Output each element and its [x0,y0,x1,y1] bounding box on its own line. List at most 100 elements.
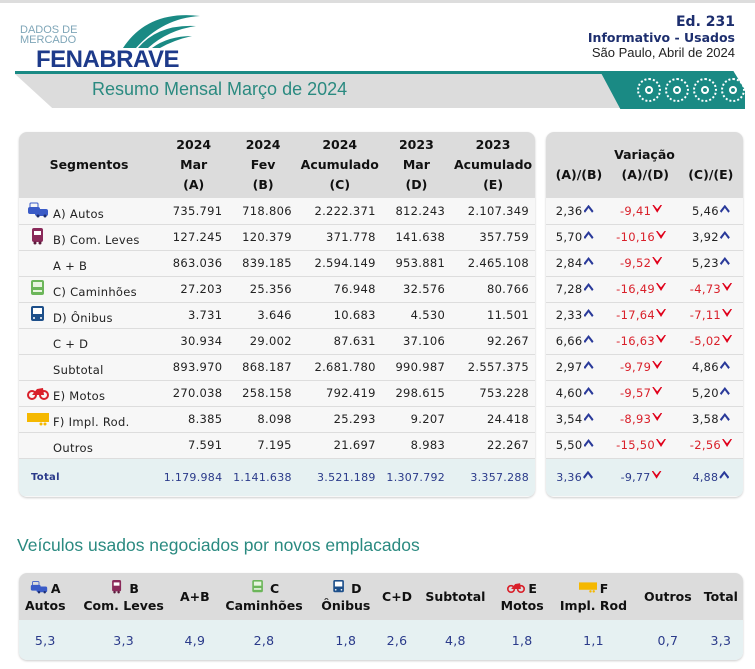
total-value: 3.357.288 [451,458,535,496]
ratio-column-header: E Motos [494,573,550,620]
variation-value: -17,64 [616,308,656,322]
ratio-column-header: Subtotal [416,573,495,620]
header-line: Mar [402,157,430,172]
arrow-down-icon [656,335,667,343]
header-code: Outros [643,589,692,604]
table-row: 5,50 -15,50 -2,56 [546,432,743,459]
segment-label: A) Autos [53,206,105,221]
ratio-value: 1,1 [550,620,637,660]
arrow-down-icon [651,470,662,479]
variation-value: 4,88 [692,470,719,484]
value-cell: 893.970 [159,354,229,381]
segment-cell: Outros [19,432,159,459]
value-cell: 792.419 [297,380,382,407]
arrow-up-icon [583,257,594,265]
value-cell: 8.983 [381,432,452,459]
segment-cell: Subtotal [19,354,159,381]
header-code: C [269,581,280,596]
bus-icon [330,579,348,594]
variation-value: -5,02 [689,334,722,348]
value-cell: 953.881 [381,250,452,277]
segment-label: A + B [53,259,88,273]
arrow-up-icon [719,361,730,369]
arrow-up-icon [719,257,730,265]
table-row: C) Caminhões 27.203 25.356 76.948 32.576 80.7… [19,276,535,303]
arrow-down-icon [656,283,667,291]
header-line: 2023 [398,137,434,152]
variation-cell: 4,60 [546,380,604,407]
ratio-value: 2,8 [214,620,315,660]
variation-cell: -7,11 [678,302,743,329]
variation-value: 5,46 [692,203,719,218]
value-cell: 87.631 [297,328,382,355]
column-header: 2023 Acumulado (E) [451,132,535,198]
header-line: 2024 [245,137,281,152]
value-cell: 990.987 [381,354,452,381]
logo-text: FENABRAVE [36,46,180,73]
table-row: Outros 7.591 7.195 21.697 8.983 22.267 [19,432,535,459]
variation-value: 3,36 [556,470,582,484]
car-icon [30,579,48,594]
segment-label: E) Motos [53,389,106,403]
header-top: Subtotal [416,588,494,605]
value-cell: 27.203 [159,276,229,303]
value-cell: 357.759 [451,224,535,251]
segment-cell: A) Autos [19,198,159,225]
variation-cell: 2,84 [546,250,604,277]
logo-subtitle: DADOS DE MERCADO [20,24,78,46]
value-cell: 2.681.780 [297,354,382,381]
table-row: 2,36 -9,41 5,46 [546,198,743,225]
table-row: 7,28 -16,49 -4,73 [546,276,743,303]
value-cell: 7.195 [228,432,298,459]
variation-cell: 6,66 [546,328,604,355]
value-cell: 298.615 [381,380,452,407]
variation-value: -7,11 [689,308,722,322]
variation-cell: 3,58 [678,406,743,433]
variation-cell: 3,54 [546,406,604,433]
segment-label: F) Impl. Rod. [53,415,130,429]
variation-cell: -16,63 [603,328,679,355]
variation-value: 5,20 [692,386,719,400]
section-title: Veículos usados negociados por novos emp… [17,535,420,555]
arrow-down-icon [656,231,667,239]
header-top: Total [699,588,743,605]
ratio-value: 5,3 [19,620,72,660]
wheel-icon [665,78,689,102]
header-code: C+D [382,589,413,604]
variation-cell: 5,46 [678,198,743,225]
variation-cell: -10,16 [603,224,679,251]
ratio-value: 3,3 [71,620,176,660]
ratio-value: 2,6 [377,620,417,660]
value-cell: 735.791 [159,198,229,225]
variation-cell: -9,77 [603,458,679,496]
variation-value: 2,84 [555,256,583,270]
arrow-up-icon [583,361,594,369]
variation-table: Variação (A)/(B) (A)/(D) (C)/(E) 2,36 -9,41 5,… [546,132,743,497]
value-cell: 2.222.371 [297,198,382,225]
variation-cell: 5,70 [546,224,604,251]
banner-line [15,71,615,74]
header-code: Total [703,589,738,604]
header-top: A+B [176,588,214,605]
header-line: 2024 [322,137,358,152]
header-name: Autos [24,598,66,613]
ratio-value: 3,3 [698,620,743,660]
table-row: 2,33 -17,64 -7,11 [546,302,743,329]
value-cell: 11.501 [451,302,535,329]
segment-label: Subtotal [53,363,104,377]
variation-cell: 5,50 [546,432,604,459]
variation-value: 3,58 [692,412,719,426]
header-info: Ed. 231 Informativo - Usados São Paulo, … [587,15,735,61]
segment-cell: F) Impl. Rod. [19,406,159,433]
variation-value: -10,16 [616,230,656,244]
report-subtitle: Informativo - Usados [587,30,735,45]
variation-cell: -4,73 [678,276,743,303]
header-code: D [351,581,362,596]
header-line: (D) [405,177,428,192]
variation-cell: 5,23 [678,250,743,277]
variation-value: 4,60 [555,386,583,400]
value-cell: 29.002 [228,328,298,355]
value-cell: 2.107.349 [451,198,535,225]
page-title: Resumo Mensal Março de 2024 [92,79,348,99]
value-cell: 2.557.375 [451,354,535,381]
